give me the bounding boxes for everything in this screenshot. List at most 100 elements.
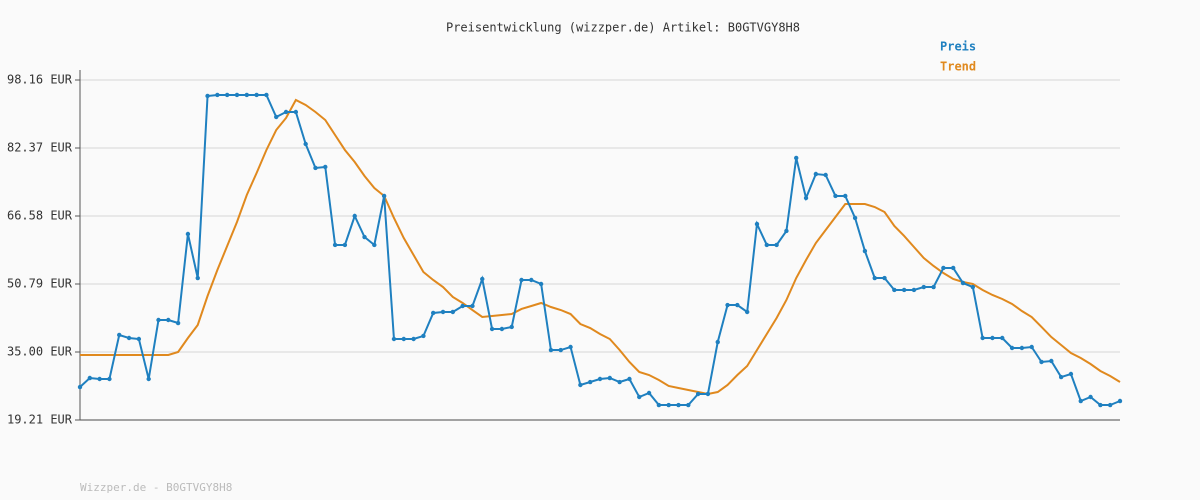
point	[951, 265, 956, 271]
point	[323, 164, 328, 170]
point	[342, 242, 348, 248]
point	[695, 391, 701, 397]
point	[1019, 345, 1025, 351]
point	[234, 92, 240, 98]
point	[686, 402, 691, 408]
point	[990, 335, 995, 341]
point	[705, 391, 711, 397]
series-line	[80, 98, 1121, 396]
point	[1107, 402, 1113, 408]
point	[784, 228, 789, 234]
point	[803, 195, 809, 201]
point	[293, 109, 299, 115]
point	[97, 376, 102, 382]
point	[921, 284, 926, 290]
point	[146, 376, 151, 382]
point	[843, 193, 848, 199]
point	[401, 336, 406, 342]
point	[166, 317, 171, 323]
point	[941, 265, 946, 271]
point	[215, 92, 220, 98]
point	[862, 248, 868, 254]
point	[1078, 398, 1083, 404]
point	[980, 335, 985, 341]
point	[1000, 335, 1005, 341]
footer: Wizzper.de - B0GTVGY8H8	[80, 481, 232, 494]
point	[185, 231, 191, 237]
point	[970, 284, 976, 290]
point	[1068, 371, 1074, 377]
point	[274, 114, 279, 120]
legend-label: Preis	[940, 40, 976, 54]
point	[637, 394, 642, 400]
point	[117, 332, 122, 338]
point	[509, 324, 514, 330]
point	[126, 335, 132, 341]
point	[794, 155, 799, 161]
point	[764, 242, 769, 248]
point	[499, 326, 505, 332]
point	[725, 302, 730, 308]
point	[1029, 344, 1034, 350]
point	[617, 379, 622, 385]
point	[205, 93, 210, 99]
point	[156, 317, 161, 323]
point	[872, 275, 877, 281]
point	[892, 287, 897, 293]
point	[813, 171, 819, 177]
point	[901, 287, 907, 293]
point	[136, 336, 142, 342]
point	[470, 303, 475, 309]
point	[381, 193, 387, 199]
point	[1058, 374, 1064, 380]
point	[823, 172, 828, 178]
point	[195, 275, 200, 281]
point	[411, 336, 416, 342]
point	[548, 347, 554, 353]
y-tick-label: 19.21 EUR	[7, 413, 73, 427]
point	[646, 390, 652, 396]
point	[597, 376, 603, 382]
point	[460, 303, 465, 309]
point	[224, 92, 230, 98]
point	[303, 141, 308, 147]
point	[1098, 402, 1103, 408]
legend-label: Trend	[940, 60, 976, 74]
point	[1049, 358, 1054, 364]
point	[538, 281, 544, 287]
point	[519, 277, 524, 283]
point	[77, 384, 83, 390]
point	[960, 280, 966, 286]
point	[440, 309, 446, 315]
point	[931, 284, 936, 290]
point	[852, 215, 858, 221]
point	[578, 382, 583, 388]
point	[391, 336, 397, 342]
point	[362, 234, 367, 240]
point	[264, 92, 269, 98]
point	[666, 402, 671, 408]
point	[1088, 394, 1093, 400]
point	[529, 277, 534, 283]
y-tick-label: 82.37 EUR	[7, 141, 73, 155]
point	[480, 276, 485, 282]
point	[489, 326, 495, 332]
point	[587, 379, 593, 385]
y-tick-label: 98.16 EUR	[7, 73, 73, 87]
point	[754, 221, 760, 227]
point	[715, 339, 720, 345]
y-tick-label: 50.79 EUR	[7, 277, 73, 291]
point	[175, 320, 181, 326]
point	[87, 375, 93, 381]
point	[882, 275, 887, 281]
point	[1009, 345, 1015, 351]
point	[676, 402, 681, 408]
point	[1117, 398, 1123, 404]
point	[607, 375, 613, 381]
point	[352, 213, 357, 219]
point	[558, 347, 563, 353]
point	[450, 309, 456, 315]
point	[431, 310, 436, 316]
